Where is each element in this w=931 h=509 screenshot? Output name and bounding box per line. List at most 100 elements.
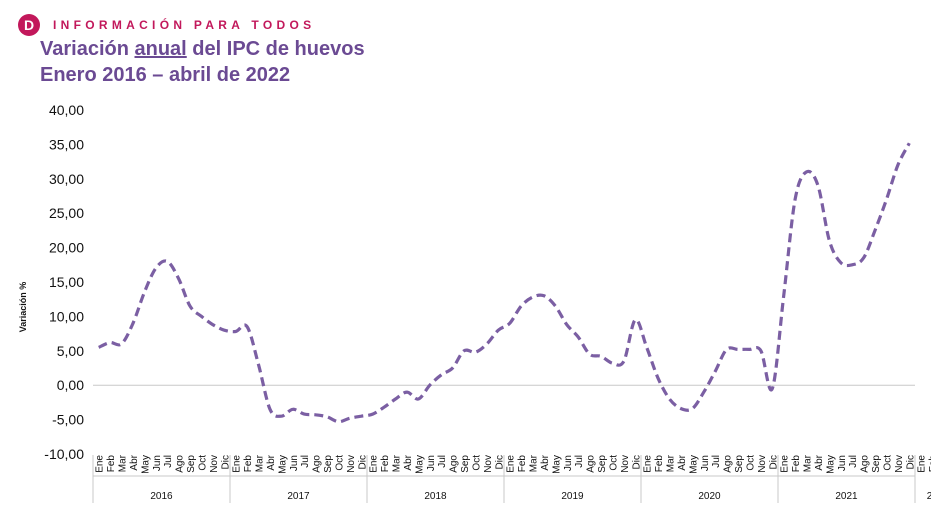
data-point xyxy=(360,415,363,418)
data-point xyxy=(611,362,614,365)
data-point xyxy=(166,260,169,263)
data-point xyxy=(805,170,808,173)
month-tick-label: Nov xyxy=(346,455,357,473)
month-tick-label: Abr xyxy=(677,454,688,470)
data-point xyxy=(794,198,797,201)
month-tick-label: Abr xyxy=(129,454,140,470)
month-tick-label: Mar xyxy=(392,454,403,472)
month-tick-label: Dic xyxy=(494,455,505,469)
month-tick-label: Ago xyxy=(449,455,460,473)
month-tick-label: Mar xyxy=(803,454,814,472)
data-point xyxy=(577,336,580,339)
month-tick-label: Ene xyxy=(506,455,517,473)
month-tick-label: May xyxy=(825,455,836,474)
chart-subtitle: Enero 2016 – abril de 2022 xyxy=(40,64,291,86)
data-point xyxy=(508,322,511,325)
data-point xyxy=(189,305,192,308)
data-point xyxy=(691,407,694,410)
data-point xyxy=(154,267,157,270)
data-point xyxy=(565,323,568,326)
data-point xyxy=(417,398,420,401)
year-label: 2022 xyxy=(927,491,931,502)
month-tick-label: May xyxy=(551,455,562,474)
month-tick-label: Ene xyxy=(917,455,928,473)
data-point xyxy=(269,408,272,411)
month-tick-label: Oct xyxy=(609,455,620,471)
data-point xyxy=(645,346,648,349)
month-tick-label: May xyxy=(414,455,425,474)
month-tick-label: Sep xyxy=(871,455,882,473)
month-tick-label: Oct xyxy=(883,455,894,471)
data-point xyxy=(440,373,443,376)
month-tick-label: Oct xyxy=(335,455,346,471)
month-tick-label: Nov xyxy=(757,455,768,473)
month-tick-label: Dic xyxy=(631,455,642,469)
title-underlined-word: anual xyxy=(134,38,187,60)
y-tick-label: 20,00 xyxy=(49,240,84,256)
month-tick-label: Jul xyxy=(163,455,174,468)
y-tick-label: 15,00 xyxy=(49,274,84,290)
month-tick-label: Jul xyxy=(574,455,585,468)
month-tick-label: Jun xyxy=(837,455,848,471)
month-tick-label: May xyxy=(688,455,699,474)
month-tick-label: Jun xyxy=(152,455,163,471)
title-suffix: del IPC de huevos xyxy=(186,38,365,60)
year-label: 2020 xyxy=(698,491,721,502)
month-tick-label: Ago xyxy=(175,455,186,473)
data-point xyxy=(874,229,877,232)
data-point xyxy=(200,315,203,318)
month-tick-label: Ago xyxy=(312,455,323,473)
year-label: 2019 xyxy=(561,491,584,502)
title-prefix: Variación xyxy=(40,38,135,60)
data-point xyxy=(896,164,899,167)
year-label: 2016 xyxy=(150,491,173,502)
data-point xyxy=(817,184,820,187)
brand-logo-icon: D xyxy=(18,14,40,36)
data-point xyxy=(520,305,523,308)
month-tick-label: Jul xyxy=(848,455,859,468)
month-tick-label: Mar xyxy=(118,454,129,472)
data-point xyxy=(668,398,671,401)
month-tick-label: Oct xyxy=(746,455,757,471)
month-tick-label: Sep xyxy=(734,455,745,473)
data-point xyxy=(234,330,237,333)
data-point xyxy=(326,415,329,418)
y-tick-label: -10,00 xyxy=(44,446,84,462)
y-tick-label: 30,00 xyxy=(49,171,84,187)
data-point xyxy=(348,417,351,420)
y-tick-label: 25,00 xyxy=(49,205,84,221)
data-point xyxy=(314,413,317,416)
data-point xyxy=(406,391,409,394)
y-tick-label: 5,00 xyxy=(57,343,84,359)
chart-title: Variación anual del IPC de huevos xyxy=(40,37,365,62)
month-tick-label: Sep xyxy=(597,455,608,473)
month-tick-label: May xyxy=(140,455,151,474)
data-point xyxy=(851,263,854,266)
month-tick-label: Ene xyxy=(369,455,380,473)
month-tick-label: Feb xyxy=(106,455,117,473)
data-point xyxy=(622,360,625,363)
month-tick-label: Mar xyxy=(666,454,677,472)
data-point xyxy=(371,413,374,416)
data-point xyxy=(702,391,705,394)
month-tick-label: Abr xyxy=(814,454,825,470)
month-tick-label: Ago xyxy=(860,455,871,473)
month-tick-label: Sep xyxy=(186,455,197,473)
month-tick-label: Nov xyxy=(620,455,631,473)
data-point xyxy=(497,329,500,332)
data-point xyxy=(531,296,534,299)
y-tick-label: 40,00 xyxy=(49,102,84,118)
month-tick-label: Ene xyxy=(95,455,106,473)
month-tick-label: Feb xyxy=(654,455,665,473)
data-point xyxy=(337,420,340,423)
data-point xyxy=(428,384,431,387)
data-point xyxy=(120,342,123,345)
month-tick-label: Mar xyxy=(255,454,266,472)
y-axis-title: Variación % xyxy=(18,282,28,333)
data-point xyxy=(839,261,842,264)
y-tick-label: 35,00 xyxy=(49,136,84,152)
month-tick-label: Feb xyxy=(517,455,528,473)
data-point xyxy=(657,377,660,380)
data-point xyxy=(554,305,557,308)
